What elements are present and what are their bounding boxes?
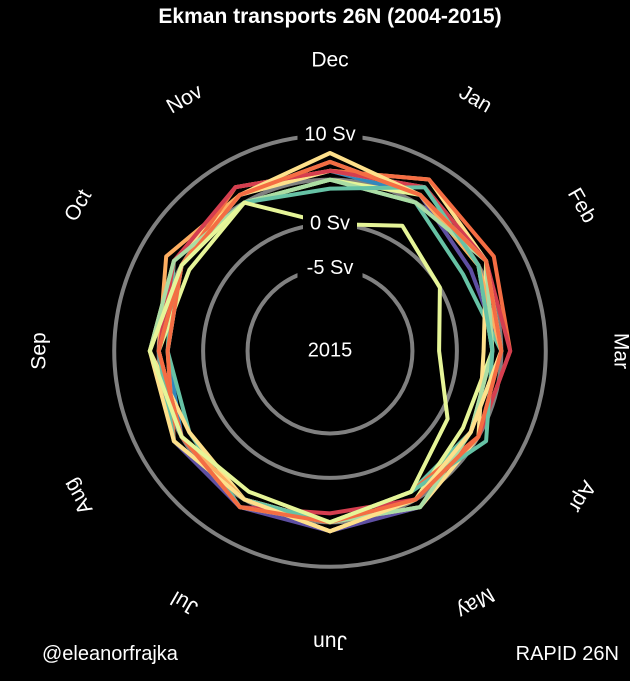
month-label-jun: Jun [313,630,347,653]
radial-tick-labels: -5 Sv 0 Sv 10 Sv [297,122,363,282]
month-label-oct: Oct [60,185,96,225]
author-credit: @eleanorfrajka [42,643,178,665]
month-label-jul: Jul [167,586,202,619]
radial-tick-label: 10 Sv [304,123,355,145]
year-label: 2015 [308,339,353,361]
tick-label-bg [297,122,363,149]
series-lines [147,151,513,534]
series-line [147,200,450,525]
month-label-may: May [452,583,498,623]
radial-tick-label: -5 Sv [307,257,354,279]
radial-tick-label: 0 Sv [310,212,350,234]
month-label-nov: Nov [163,80,207,119]
month-label-mar: Mar [609,333,630,369]
month-label-jan: Jan [455,81,496,118]
chart-title: Ekman transports 26N (2004-2015) [158,5,502,28]
data-source: RAPID 26N [515,643,619,665]
tick-label-bg [297,255,363,282]
month-label-sep: Sep [28,332,51,369]
month-label-aug: Aug [59,475,98,519]
month-label-dec: Dec [311,49,348,72]
month-label-feb: Feb [563,184,601,227]
month-label-apr: Apr [564,477,600,517]
tick-label-bg [303,211,357,238]
